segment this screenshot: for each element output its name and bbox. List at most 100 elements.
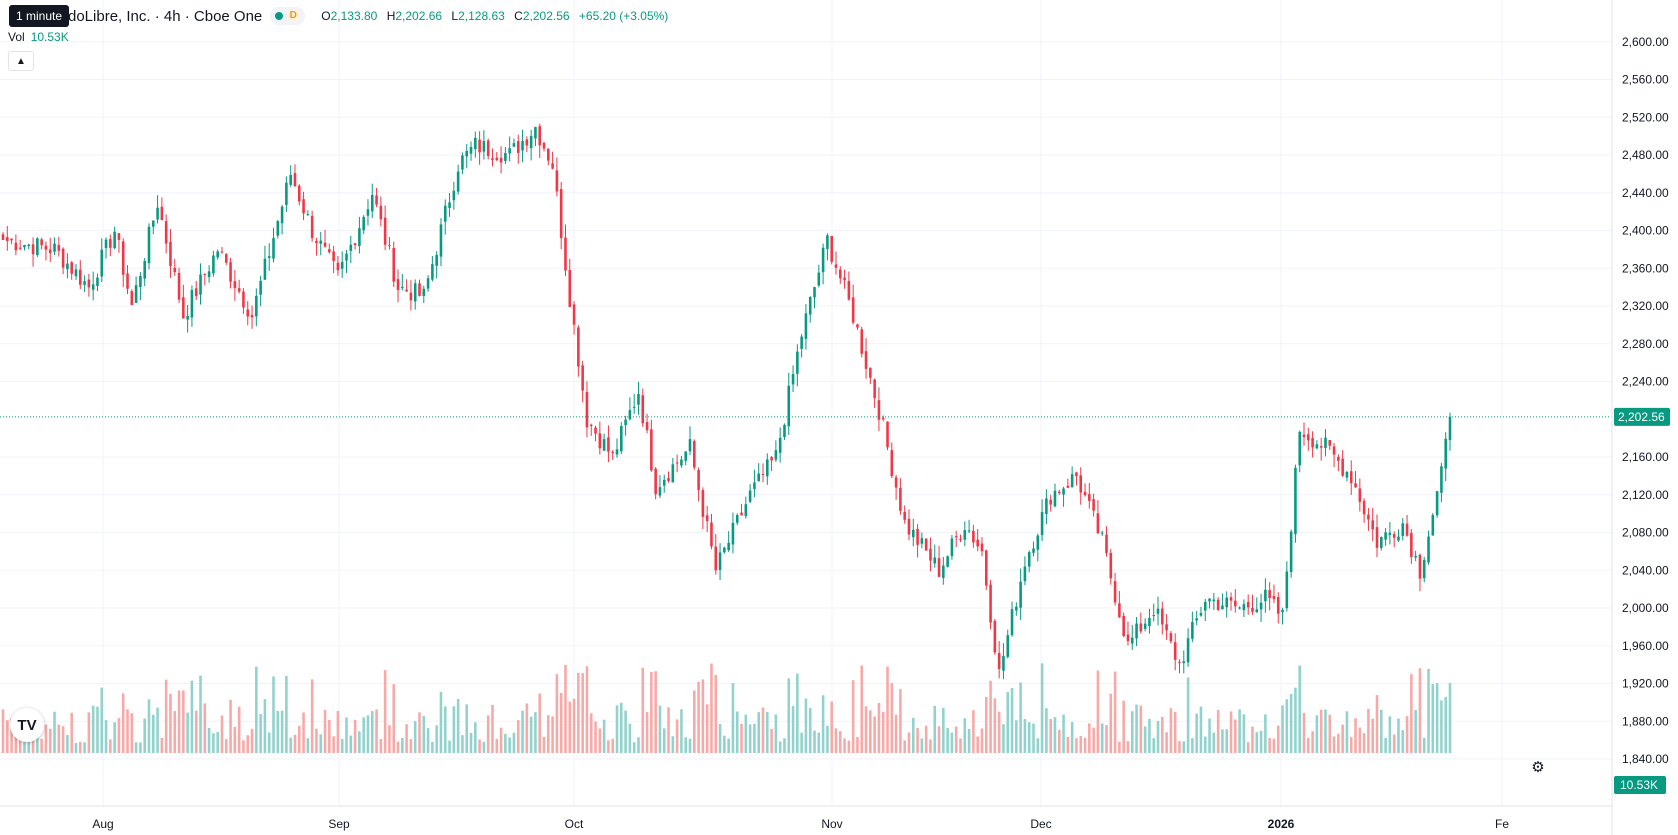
volume-bar <box>753 723 756 753</box>
volume-bar <box>512 732 516 753</box>
volume-bar <box>1075 738 1078 753</box>
candle <box>1324 429 1327 457</box>
candle <box>310 210 314 242</box>
candle <box>1066 478 1070 489</box>
candle <box>495 152 499 162</box>
candle <box>753 469 756 498</box>
candle <box>306 210 310 216</box>
candle <box>1431 513 1435 536</box>
volume-bar <box>388 725 391 753</box>
candle <box>924 538 928 551</box>
volume-bar <box>1143 726 1147 753</box>
candle <box>1255 597 1259 613</box>
volume-bar <box>439 692 443 753</box>
price-tick-label: 2,520.00 <box>1622 110 1669 124</box>
candle <box>1203 598 1207 621</box>
candle <box>624 415 627 436</box>
volume-bar <box>190 680 194 753</box>
candle <box>869 367 872 385</box>
candle <box>1238 606 1241 610</box>
volume-bar <box>1135 704 1138 753</box>
candle <box>740 503 743 516</box>
candle <box>237 279 241 294</box>
candle <box>1199 606 1203 617</box>
volume-bar <box>984 696 988 753</box>
candle <box>1427 530 1430 565</box>
volume-bar <box>1027 722 1031 753</box>
price-tick-label: 2,560.00 <box>1622 73 1669 87</box>
volume-value: 10.53K <box>30 30 69 44</box>
volume-bar <box>173 711 177 753</box>
candle <box>873 378 876 409</box>
candle <box>1139 612 1143 634</box>
candle <box>594 425 597 442</box>
volume-bar <box>1358 727 1362 753</box>
volume-bar <box>1049 719 1052 753</box>
volume-bar <box>40 738 43 753</box>
volume-bar <box>658 705 662 753</box>
candle <box>598 421 602 455</box>
candle <box>229 257 232 289</box>
candle <box>920 532 924 549</box>
last-volume-value: 10.53K <box>1620 778 1658 792</box>
volume-bar <box>572 698 576 753</box>
volume-bar <box>547 715 550 753</box>
volume-bar <box>856 737 859 753</box>
candle <box>486 138 490 160</box>
candle <box>851 284 855 325</box>
volume-bar <box>602 719 606 753</box>
candle <box>491 148 494 167</box>
candle <box>1075 471 1078 486</box>
volume-bar <box>529 716 533 753</box>
candle <box>1328 440 1332 450</box>
symbol-title[interactable]: doLibre, Inc. · 4h · Cboe One <box>68 7 263 25</box>
candle <box>147 223 151 270</box>
candle <box>233 270 237 301</box>
volume-bar <box>405 724 408 753</box>
grid-lines <box>0 0 1612 806</box>
volume-bar <box>78 741 82 753</box>
volume-bar <box>293 734 297 753</box>
volume-bar <box>259 713 262 753</box>
volume-bar <box>74 742 78 753</box>
volume-bar <box>1251 726 1254 753</box>
volume-bar <box>693 690 696 753</box>
volume-bar <box>800 732 803 753</box>
volume-bar <box>353 719 357 753</box>
volume-bar <box>465 704 469 753</box>
volume-bar <box>718 724 722 753</box>
volume-bar <box>10 718 13 753</box>
volume-bar <box>860 665 864 753</box>
volume-bar <box>924 725 928 753</box>
candle <box>405 279 408 292</box>
volume-bar <box>482 741 486 753</box>
volume-bar <box>495 738 499 753</box>
volume-bar <box>1427 668 1430 753</box>
volume-bar <box>1122 700 1125 753</box>
candle <box>358 216 361 254</box>
volume-bar <box>748 724 752 753</box>
candle <box>1109 548 1113 585</box>
candle <box>426 275 430 292</box>
volume-bar <box>650 672 653 753</box>
candle <box>353 242 357 250</box>
candle <box>250 305 254 329</box>
candle <box>413 279 417 310</box>
volume-bar <box>714 674 718 753</box>
delayed-data-icon: D <box>286 9 301 23</box>
candle <box>1040 499 1044 541</box>
status-indicators[interactable]: D <box>270 7 306 25</box>
candle <box>1337 454 1340 472</box>
volume-bar <box>448 740 451 753</box>
tradingview-logo-icon[interactable]: TV <box>10 708 44 742</box>
time-tick-label: Sep <box>328 817 350 831</box>
candle <box>997 640 1001 679</box>
collapse-legend-button[interactable]: ▲ <box>8 51 34 71</box>
time-axis[interactable]: Aug Sep Oct Nov Dec 2026 Fe <box>92 817 1509 831</box>
gear-icon[interactable]: ⚙ <box>1531 759 1545 776</box>
volume-bar <box>701 679 705 753</box>
volume-bar <box>1354 718 1357 753</box>
volume-bar <box>1053 717 1057 753</box>
price-axis[interactable]: 2,600.00 2,560.00 2,520.00 2,480.00 2,440.00… <box>1622 35 1669 766</box>
volume-bar <box>881 711 885 753</box>
